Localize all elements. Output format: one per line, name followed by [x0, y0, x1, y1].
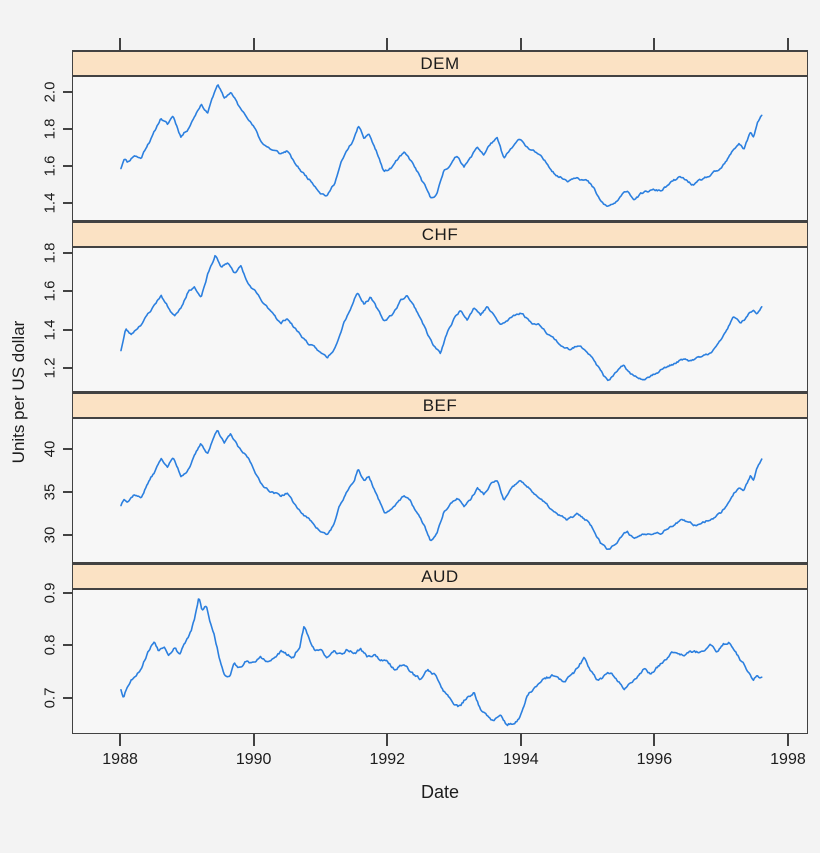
series-line-CHF	[120, 254, 763, 382]
x-axis-title: Date	[420, 782, 460, 802]
x-tick-label-1994: 1994	[503, 751, 539, 768]
x-tick-top-1990	[252, 38, 255, 50]
x-tick-label-1988: 1988	[102, 751, 138, 768]
y-tick-label-DEM-1.6: 1.6	[41, 155, 59, 177]
strip-BEF: BEF	[72, 392, 808, 419]
panel-AUD	[72, 590, 808, 734]
y-tick-CHF-1.2	[63, 367, 72, 370]
y-tick-label-DEM-1.4: 1.4	[41, 192, 59, 214]
panel-canvas-BEF	[120, 429, 763, 550]
strip-label-DEM: DEM	[420, 54, 460, 73]
y-tick-label-DEM-2.0: 2.0	[41, 81, 59, 103]
x-tick-bottom-1994	[519, 734, 522, 746]
strip-AUD: AUD	[72, 563, 808, 590]
y-tick-BEF-35	[63, 490, 72, 493]
panel-BEF	[72, 419, 808, 563]
y-tick-DEM-1.8	[63, 127, 72, 130]
y-tick-label-CHF-1.2: 1.2	[41, 357, 59, 379]
series-line-BEF	[120, 429, 763, 550]
y-tick-label-CHF-1.8: 1.8	[41, 242, 59, 264]
x-tick-label-1998: 1998	[770, 751, 806, 768]
y-tick-BEF-40	[63, 448, 72, 450]
x-tick-top-1988	[119, 38, 122, 50]
x-tick-top-1996	[653, 38, 656, 50]
y-tick-label-AUD-0.9: 0.9	[41, 582, 59, 604]
x-tick-label-1990: 1990	[235, 751, 272, 768]
strip-label-AUD: AUD	[421, 567, 459, 586]
series-line-AUD	[120, 598, 763, 727]
series-line-DEM	[120, 84, 763, 207]
panel-canvas-AUD	[120, 598, 763, 727]
x-tick-top-1998	[786, 38, 789, 50]
y-tick-CHF-1.6	[63, 290, 72, 293]
y-tick-CHF-1.8	[63, 251, 72, 254]
y-tick-label-BEF-40: 40	[41, 440, 59, 458]
y-tick-AUD-0.7	[63, 696, 72, 699]
y-tick-AUD-0.9	[63, 591, 72, 594]
panel-DEM	[72, 77, 808, 221]
strip-label-CHF: CHF	[421, 225, 459, 244]
y-tick-DEM-2.0	[63, 90, 72, 93]
strip-label-BEF: BEF	[422, 396, 458, 415]
y-tick-label-BEF-35: 35	[41, 483, 59, 501]
y-tick-label-DEM-1.8: 1.8	[41, 118, 59, 140]
y-tick-label-CHF-1.6: 1.6	[41, 280, 59, 302]
strip-DEM: DEM	[72, 50, 808, 77]
panel-canvas-CHF	[120, 254, 763, 382]
y-tick-DEM-1.4	[63, 201, 72, 204]
y-tick-label-AUD-0.8: 0.8	[41, 634, 59, 656]
y-tick-CHF-1.4	[63, 328, 72, 331]
strip-CHF: CHF	[72, 221, 808, 248]
x-tick-bottom-1996	[653, 734, 656, 746]
x-tick-top-1992	[386, 38, 389, 50]
x-tick-top-1994	[519, 38, 522, 50]
panel-canvas-DEM	[120, 84, 763, 207]
panel-CHF	[72, 248, 808, 392]
y-tick-label-CHF-1.4: 1.4	[41, 319, 59, 341]
y-tick-label-BEF-30: 30	[41, 526, 59, 544]
y-tick-BEF-30	[63, 533, 72, 536]
x-tick-label-1992: 1992	[369, 751, 406, 768]
y-tick-DEM-1.6	[63, 164, 72, 167]
x-tick-bottom-1992	[386, 734, 389, 746]
x-tick-label-1996: 1996	[636, 751, 673, 768]
y-tick-AUD-0.8	[63, 644, 72, 647]
y-tick-label-AUD-0.7: 0.7	[41, 687, 59, 709]
x-tick-bottom-1998	[786, 734, 789, 746]
x-tick-bottom-1990	[252, 734, 255, 746]
x-tick-bottom-1988	[119, 734, 122, 746]
